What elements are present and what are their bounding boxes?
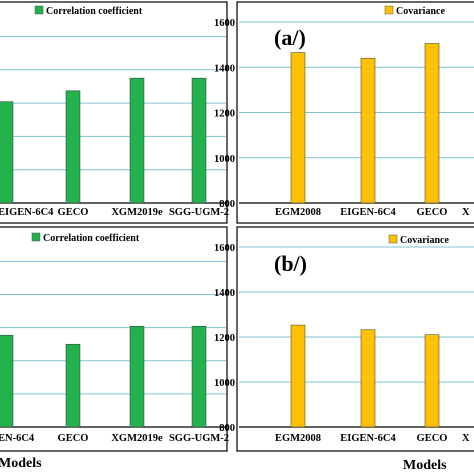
x-tick-label: GECO [417,433,448,444]
bar [129,325,145,428]
y-tick-label: 1200 [214,109,235,120]
bar [191,77,207,204]
bar [191,325,207,428]
x-axis-label-right: Models [403,458,447,473]
legend-swatch-bottom-left [31,232,41,242]
y-tick-label: 1000 [214,378,235,389]
y-tick-label: 800 [219,199,235,210]
bar [360,57,376,204]
plot-top-left: EIGEN-6C4 GECO XGM2019e SGG-UGM-2 [0,35,229,218]
legend-swatch-top-left [34,5,44,15]
y-tick-label: 1400 [214,288,235,299]
x-tick-label: SGG-UGM-2 [169,207,229,218]
x-tick-label: X [462,433,470,444]
y-tick-label: 1000 [214,154,235,165]
panel-frame-top-right [236,1,474,224]
panel-frame-top-left [0,1,228,224]
x-tick-label: X [462,207,470,218]
legend-label-top-right: Covariance [396,6,445,17]
y-tick-label: 800 [219,423,235,434]
bar [129,77,145,204]
x-tick-label: XGM2019e [111,433,163,444]
legend-bottom-left: Correlation coefficient [31,232,140,244]
y-tick-label: 1200 [214,333,235,344]
legend-bottom-right: Covariance [388,234,449,246]
legend-label-bottom-right: Covariance [400,235,449,246]
panel-label-a: (a/) [274,25,306,50]
x-tick-label: SGG-UGM-2 [169,433,229,444]
panel-frame-bottom-left [0,226,228,452]
bar [360,329,376,428]
x-tick-label: EGM2008 [275,207,321,218]
x-tick-label: EIGEN-6C4 [0,207,54,218]
y-tick-label: 1600 [214,18,235,29]
panel-frame-bottom-right [236,226,474,452]
legend-label-bottom-left: Correlation coefficient [43,233,140,244]
bar [0,101,14,204]
plot-bottom-right: 800 1000 1200 1400 1600 EGM2008 EIGEN-6C4 GECO X [214,243,474,444]
legend-top-left: Correlation coefficient [34,5,143,17]
bar [0,334,14,428]
x-tick-label: GECO [58,433,89,444]
bar [424,43,440,204]
legend-swatch-top-right [384,5,394,15]
bar [290,324,306,428]
bar [65,90,81,204]
bar [424,334,440,428]
legend-label-top-left: Correlation coefficient [46,6,143,17]
x-tick-label: EIGEN-6C4 [340,433,396,444]
plot-top-right: 800 1000 1200 1400 1600 EGM2008 EIGEN-6C4 GECO X [214,18,474,218]
panel-label-b: (b/) [274,251,307,276]
legend-swatch-bottom-right [388,234,398,244]
y-tick-label: 1400 [214,63,235,74]
x-tick-label: XGM2019e [111,207,163,218]
plot-bottom-left: EN-6C4 GECO XGM2019e SGG-UGM-2 [0,260,229,444]
y-tick-label: 1600 [214,243,235,254]
x-tick-label: GECO [417,207,448,218]
legend-top-right: Covariance [384,5,445,17]
x-tick-label: EIGEN-6C4 [340,207,396,218]
bar [65,343,81,428]
x-axis-label-left: Models [0,456,42,471]
x-tick-label: EGM2008 [275,433,321,444]
bar [290,52,306,204]
x-tick-label: GECO [58,207,89,218]
x-tick-label: EN-6C4 [0,433,35,444]
